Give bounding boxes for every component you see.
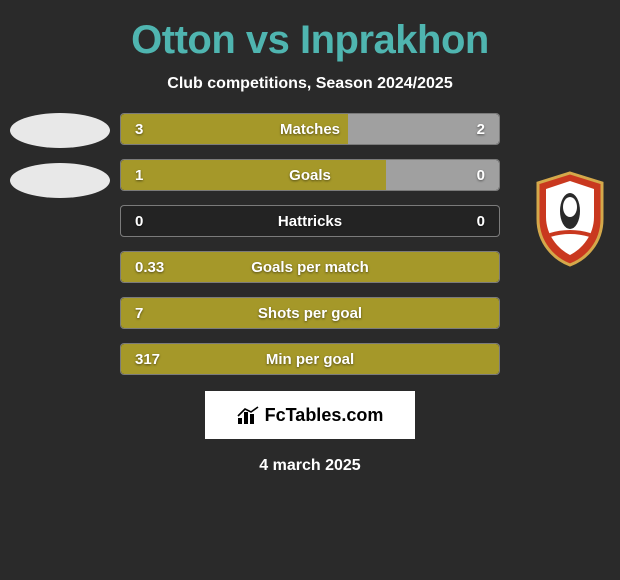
stat-label: Goals [289, 167, 331, 184]
placeholder-ellipse-icon [10, 163, 110, 198]
page-title: Otton vs Inprakhon [0, 18, 620, 63]
date-label: 4 march 2025 [0, 457, 620, 475]
stat-row: 317 Min per goal [120, 343, 500, 375]
stat-label: Hattricks [278, 213, 342, 230]
stat-row: 7 Shots per goal [120, 297, 500, 329]
stat-row: 0 Hattricks 0 [120, 205, 500, 237]
stat-label: Shots per goal [258, 305, 362, 322]
team-right-badge [530, 171, 610, 272]
comparison-widget: Otton vs Inprakhon Club competitions, Se… [0, 0, 620, 580]
placeholder-ellipse-icon [10, 113, 110, 148]
branding-text: FcTables.com [265, 405, 384, 426]
stat-label: Min per goal [266, 351, 354, 368]
bars-icon [237, 406, 259, 424]
fill-left-bar [121, 160, 386, 190]
shield-icon [530, 171, 610, 267]
stat-value-right: 2 [477, 121, 485, 138]
stat-value-left: 3 [121, 121, 143, 138]
stat-value-left: 317 [121, 351, 160, 368]
stat-value-right: 0 [477, 213, 485, 230]
stat-row: 0.33 Goals per match [120, 251, 500, 283]
stat-row: 3 Matches 2 [120, 113, 500, 145]
stat-value-left: 1 [121, 167, 143, 184]
stat-label: Matches [280, 121, 340, 138]
stat-value-right: 0 [477, 167, 485, 184]
stat-label: Goals per match [251, 259, 369, 276]
branding-box: FcTables.com [205, 391, 415, 439]
stat-row: 1 Goals 0 [120, 159, 500, 191]
subtitle: Club competitions, Season 2024/2025 [0, 75, 620, 93]
stat-value-left: 0 [121, 213, 143, 230]
team-left-badges [10, 113, 110, 198]
stat-value-left: 7 [121, 305, 143, 322]
stat-value-left: 0.33 [121, 259, 164, 276]
stats-area: 3 Matches 2 1 Goals 0 0 Hattricks 0 0.33 Goals per… [0, 113, 620, 375]
